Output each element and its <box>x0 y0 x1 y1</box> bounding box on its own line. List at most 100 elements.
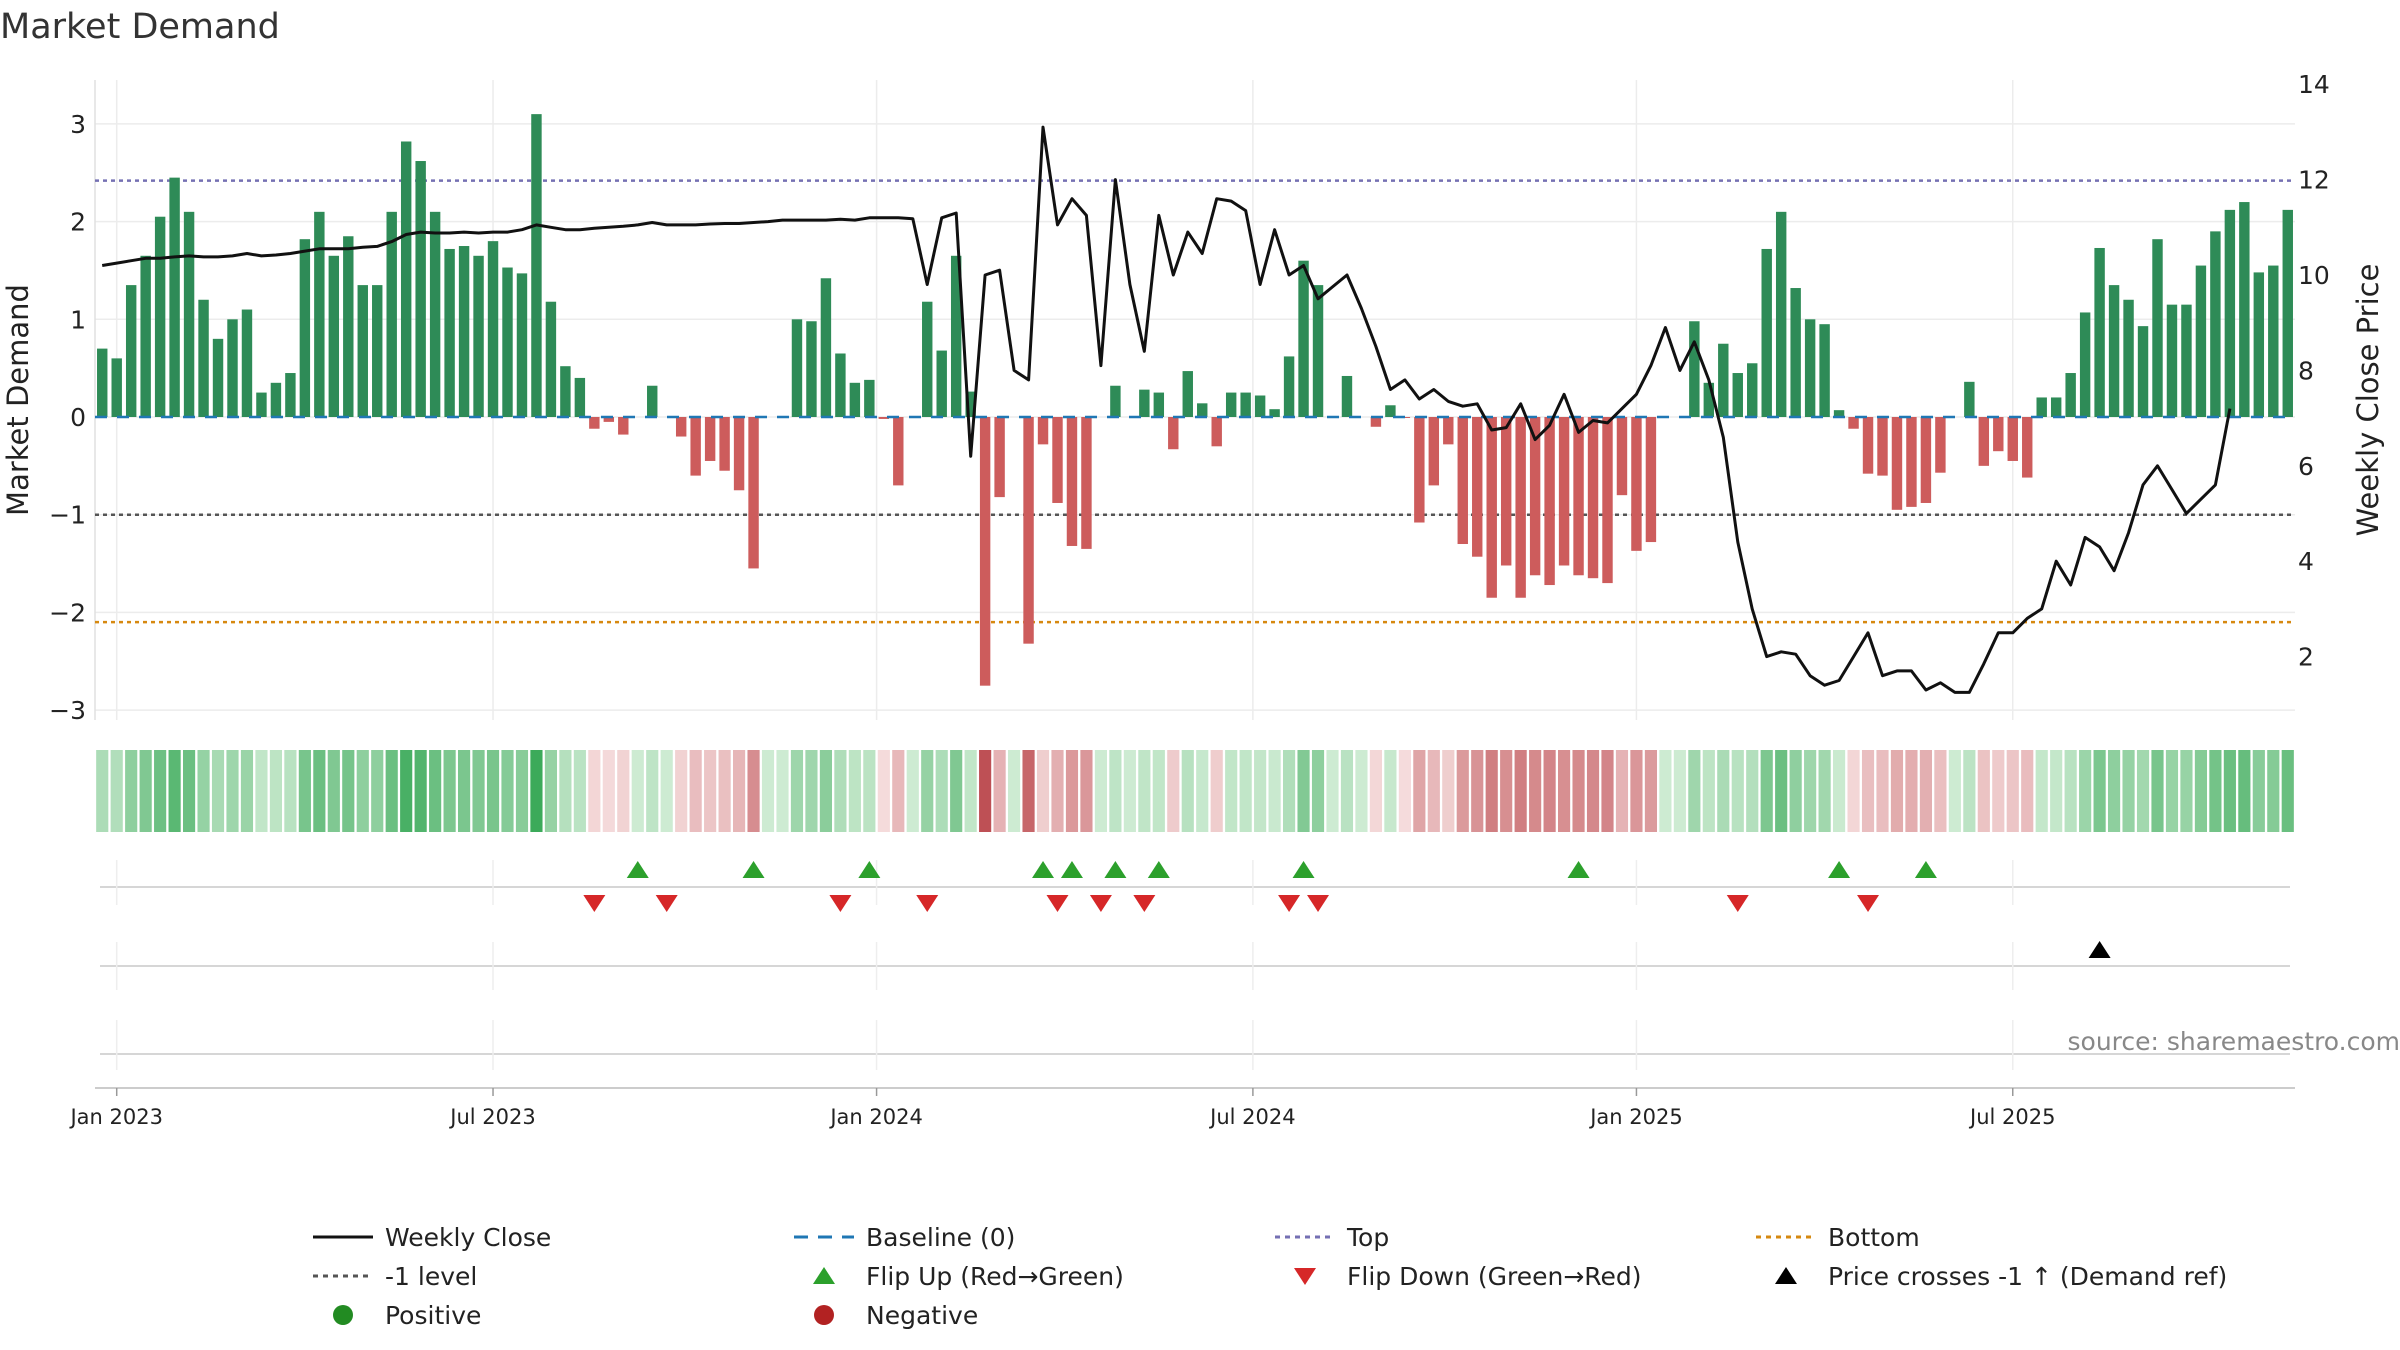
demand-bar <box>2079 312 2091 417</box>
weekly-close-layer <box>101 125 2232 694</box>
heat-cell <box>1804 750 1817 832</box>
demand-bar <box>1819 324 1830 417</box>
y-axis-left: 3 2 1 0 −1 −2 −3 <box>49 110 86 725</box>
heat-cell <box>472 750 485 832</box>
heat-cell <box>1225 750 1238 832</box>
demand-bar <box>1269 409 1280 417</box>
heat-cell <box>211 750 225 832</box>
heat-cell <box>1775 750 1788 832</box>
demand-bar <box>791 319 803 417</box>
heat-cell <box>356 750 369 832</box>
demand-bar <box>1211 417 1222 447</box>
demand-bar <box>1428 417 1440 486</box>
legend-label: Weekly Close <box>385 1223 551 1252</box>
heat-cell <box>790 750 804 832</box>
legend-item: Flip Up (Red→Green) <box>813 1262 1124 1291</box>
flip-up-marker <box>1567 861 1590 878</box>
heat-cell <box>675 750 688 832</box>
heat-cell <box>1181 750 1194 832</box>
heat-cell <box>2079 750 2092 832</box>
demand-bar <box>1110 385 1121 417</box>
heat-cell <box>1992 750 2005 832</box>
demand-bar <box>1312 285 1324 417</box>
demand-bar <box>516 273 528 417</box>
demand-bar <box>1587 417 1599 579</box>
demand-bar <box>2282 209 2293 417</box>
demand-bar <box>1790 288 1801 417</box>
demand-bar <box>2195 265 2207 417</box>
demand-bar <box>849 382 861 417</box>
heat-cell <box>226 750 239 832</box>
demand-bar <box>2181 304 2192 417</box>
legend-item: Baseline (0) <box>794 1223 1015 1252</box>
demand-bar <box>994 417 1005 498</box>
demand-bar <box>2137 326 2149 417</box>
heat-cell <box>1833 750 1846 832</box>
y-left-tick-label: 3 <box>70 110 86 139</box>
demand-bar <box>950 255 962 417</box>
demand-bar <box>864 379 875 417</box>
demand-bar <box>328 255 340 417</box>
demand-bar <box>1761 248 1772 417</box>
heat-cell <box>646 750 659 832</box>
demand-bar <box>1645 417 1657 543</box>
demand-bar <box>1732 373 1743 417</box>
heat-cell <box>1861 750 1875 832</box>
demand-bar <box>1472 417 1483 557</box>
y-left-tick-label: 0 <box>70 403 86 432</box>
demand-bar <box>531 114 542 417</box>
demand-bar <box>719 417 730 471</box>
heat-cell <box>1572 750 1585 832</box>
heat-cell <box>2122 750 2135 832</box>
heat-cell <box>1413 750 1426 832</box>
heat-cell <box>1456 750 1469 832</box>
demand-bar <box>2036 397 2047 417</box>
demand-bar <box>704 417 716 461</box>
heat-cell <box>761 750 775 832</box>
demand-bar <box>2065 373 2076 417</box>
demand-bar <box>1862 417 1874 474</box>
heat-cell <box>2151 750 2164 832</box>
demand-bar <box>415 161 426 417</box>
demand-bar <box>1341 375 1353 417</box>
heat-cell <box>327 750 340 832</box>
demand-bar <box>733 417 745 491</box>
demand-bar <box>2166 304 2178 417</box>
heat-cell <box>1326 750 1339 832</box>
heat-cell <box>1268 750 1281 832</box>
demand-bar <box>1081 417 1092 549</box>
demand-bar <box>2108 285 2120 417</box>
heat-cell <box>1934 750 1947 832</box>
demand-bars <box>97 114 2293 686</box>
heat-cell <box>877 750 890 832</box>
heat-cell <box>2238 750 2251 832</box>
demand-bar <box>1052 417 1063 503</box>
heat-cell <box>1644 750 1657 832</box>
heat-cell <box>2006 750 2019 832</box>
y-right-tick-label: 12 <box>2298 166 2330 195</box>
demand-bar <box>111 358 122 417</box>
demand-bar <box>965 391 976 417</box>
demand-bar <box>2239 202 2250 417</box>
heat-cell <box>1051 750 1064 832</box>
heat-cell <box>2223 750 2236 832</box>
heat-cell <box>617 750 630 832</box>
heat-cell <box>458 750 471 832</box>
flip-up-marker <box>1104 861 1127 878</box>
heat-cell <box>2165 750 2179 832</box>
demand-bar <box>1443 417 1454 445</box>
heat-cell <box>1138 750 1151 832</box>
demand-bar <box>748 417 759 569</box>
heat-cell <box>631 750 644 832</box>
heat-cell <box>1659 750 1672 832</box>
legend-item: Top <box>1275 1223 1389 1252</box>
legend-label: Flip Up (Red→Green) <box>866 1262 1124 1291</box>
y-left-tick-label: −1 <box>49 501 86 530</box>
heat-cell <box>1384 750 1397 832</box>
heat-strip <box>96 750 2294 832</box>
heat-cell <box>183 750 196 832</box>
legend: Weekly Close Baseline (0) Top Bottom -1 leve… <box>313 1223 2227 1330</box>
demand-bar <box>1414 417 1425 523</box>
demand-bar <box>227 319 238 417</box>
heat-cell <box>921 750 934 832</box>
